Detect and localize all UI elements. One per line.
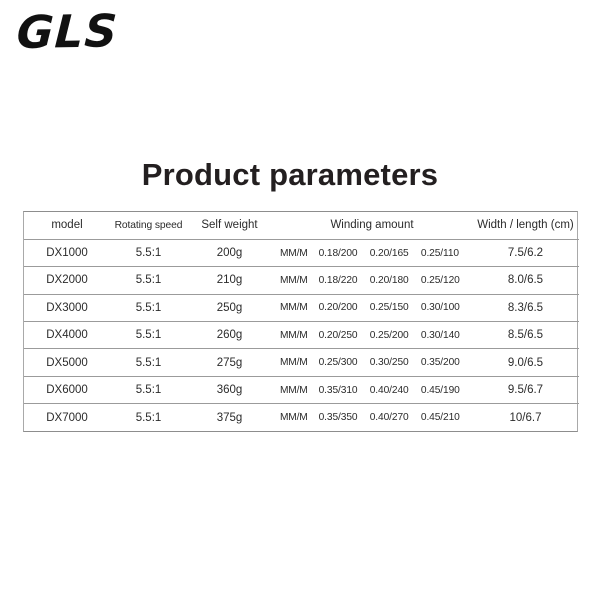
winding-amount-group: MM/M 0.35/350 0.40/270 0.45/210 (272, 412, 472, 423)
winding-value: 0.30/100 (420, 302, 460, 314)
winding-value: 0.18/200 (318, 247, 358, 259)
cell-winding-amount: MM/M 0.18/200 0.20/165 0.25/110 (272, 239, 472, 266)
winding-value: 0.25/300 (318, 357, 358, 369)
winding-amount-group: MM/M 0.18/200 0.20/165 0.25/110 (272, 248, 472, 259)
winding-amount-group: MM/M 0.20/250 0.25/200 0.30/140 (272, 330, 472, 341)
winding-value: 0.20/180 (369, 274, 409, 286)
cell-model: DX1000 (46, 247, 88, 260)
table-row: DX2000 5.5:1 210g MM/M 0.18/220 0.20/180 0.25/… (24, 266, 579, 294)
winding-value: 0.25/110 (420, 247, 459, 259)
cell-self-weight: 250g (216, 301, 243, 314)
column-header-model: model (51, 219, 83, 232)
winding-unit: MM/M (280, 274, 308, 286)
table-row: DX7000 5.5:1 375g MM/M 0.35/350 0.40/270 0.45/… (24, 403, 579, 431)
cell-winding-amount: MM/M 0.20/250 0.25/200 0.30/140 (272, 322, 472, 349)
cell-width-length: 7.5/6.2 (507, 247, 544, 260)
winding-value: 0.35/350 (318, 412, 358, 424)
winding-amount-group: MM/M 0.25/300 0.30/250 0.35/200 (272, 357, 472, 368)
winding-value: 0.30/140 (420, 329, 460, 341)
winding-value: 0.25/150 (369, 302, 409, 314)
cell-winding-amount: MM/M 0.35/350 0.40/270 0.45/210 (272, 404, 472, 431)
winding-unit: MM/M (280, 302, 308, 314)
table-row: DX5000 5.5:1 275g MM/M 0.25/300 0.30/250 0.35/… (24, 348, 579, 376)
table-row: DX6000 5.5:1 360g MM/M 0.35/310 0.40/240 0.45/… (24, 376, 579, 403)
winding-unit: MM/M (280, 384, 308, 396)
cell-width-length: 10/6.7 (509, 411, 542, 424)
winding-value: 0.45/210 (420, 412, 460, 424)
cell-model: DX4000 (46, 329, 88, 342)
winding-unit: MM/M (280, 412, 308, 424)
cell-winding-amount: MM/M 0.25/300 0.30/250 0.35/200 (272, 349, 472, 376)
winding-unit: MM/M (280, 329, 308, 341)
table-row: DX4000 5.5:1 260g MM/M 0.20/250 0.25/200 0.30/… (24, 321, 579, 349)
cell-width-length: 8.5/6.5 (507, 329, 544, 342)
winding-value: 0.35/200 (420, 357, 460, 369)
winding-value: 0.45/190 (420, 384, 460, 396)
winding-unit: MM/M (280, 247, 308, 259)
column-header-winding-amount: Winding amount (330, 219, 414, 232)
winding-value: 0.18/220 (318, 274, 358, 286)
winding-amount-group: MM/M 0.20/200 0.25/150 0.30/100 (272, 302, 472, 313)
column-header-self-weight: Self weight (201, 219, 258, 232)
cell-self-weight: 200g (216, 247, 243, 260)
cell-self-weight: 360g (216, 384, 243, 397)
cell-width-length: 8.3/6.5 (507, 301, 544, 314)
cell-self-weight: 275g (216, 356, 243, 369)
winding-value: 0.25/200 (369, 329, 409, 341)
winding-value: 0.20/250 (318, 329, 358, 341)
cell-model: DX5000 (46, 356, 88, 369)
page-title: Product parameters (141, 157, 439, 192)
winding-value: 0.35/310 (318, 384, 358, 396)
cell-model: DX2000 (46, 274, 88, 287)
winding-value: 0.25/120 (420, 274, 460, 286)
column-header-width-length: Width / length (cm) (477, 219, 574, 232)
cell-model: DX3000 (46, 301, 88, 314)
cell-rotating-speed: 5.5:1 (135, 329, 162, 342)
cell-rotating-speed: 5.5:1 (135, 356, 162, 369)
cell-winding-amount: MM/M 0.18/220 0.20/180 0.25/120 (272, 267, 472, 294)
winding-value: 0.40/240 (369, 384, 409, 396)
cell-rotating-speed: 5.5:1 (135, 384, 162, 397)
cell-model: DX7000 (46, 411, 88, 424)
winding-unit: MM/M (280, 357, 308, 369)
table-header-row: model Rotating speed Self weight Winding… (24, 212, 579, 239)
cell-width-length: 9.5/6.7 (507, 384, 544, 397)
cell-rotating-speed: 5.5:1 (135, 274, 162, 287)
cell-self-weight: 260g (216, 329, 243, 342)
winding-amount-group: MM/M 0.35/310 0.40/240 0.45/190 (272, 385, 472, 396)
winding-value: 0.40/270 (369, 412, 409, 424)
winding-value: 0.20/165 (369, 247, 409, 259)
cell-model: DX6000 (46, 384, 88, 397)
winding-amount-group: MM/M 0.18/220 0.20/180 0.25/120 (272, 275, 472, 286)
winding-value: 0.20/200 (318, 302, 358, 314)
brand-logo: GLS (15, 4, 120, 59)
winding-value: 0.30/250 (369, 357, 409, 369)
cell-self-weight: 210g (216, 274, 243, 287)
cell-rotating-speed: 5.5:1 (135, 301, 162, 314)
product-parameters-table: model Rotating speed Self weight Winding… (23, 211, 579, 433)
table-body: model Rotating speed Self weight Winding… (24, 212, 579, 431)
cell-self-weight: 375g (216, 411, 243, 424)
table-row: DX3000 5.5:1 250g MM/M 0.20/200 0.25/150 0.30/… (24, 294, 579, 321)
cell-rotating-speed: 5.5:1 (135, 411, 162, 424)
cell-winding-amount: MM/M 0.35/310 0.40/240 0.45/190 (272, 376, 472, 403)
table-row: DX1000 5.5:1 200g MM/M 0.18/200 0.20/165 0.25/… (24, 239, 579, 266)
cell-width-length: 8.0/6.5 (507, 274, 544, 287)
cell-width-length: 9.0/6.5 (507, 356, 544, 369)
cell-winding-amount: MM/M 0.20/200 0.25/150 0.30/100 (272, 294, 472, 321)
cell-rotating-speed: 5.5:1 (135, 247, 162, 260)
column-header-rotating-speed: Rotating speed (114, 219, 183, 231)
